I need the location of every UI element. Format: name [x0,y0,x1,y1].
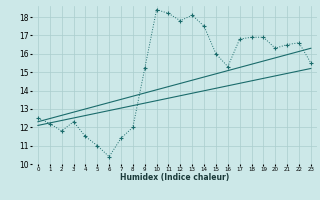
X-axis label: Humidex (Indice chaleur): Humidex (Indice chaleur) [120,173,229,182]
